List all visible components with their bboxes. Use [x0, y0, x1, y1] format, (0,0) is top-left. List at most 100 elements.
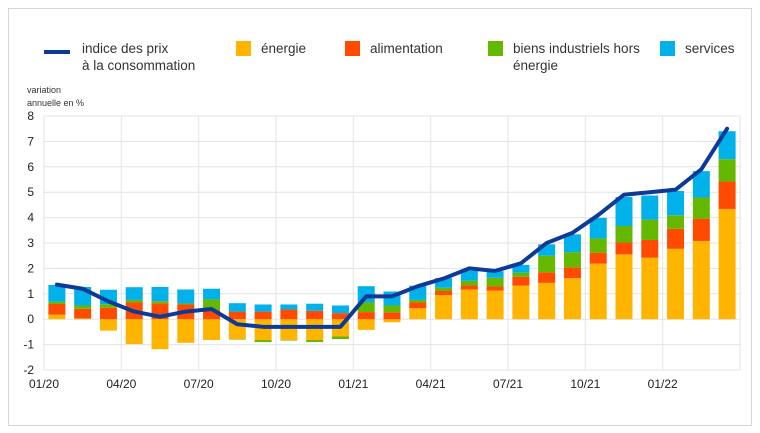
- bar-segment: [203, 319, 221, 341]
- x-tick-label: 01/22: [648, 377, 678, 391]
- bar-segment: [615, 242, 633, 255]
- legend-label-energy: énergie: [261, 41, 307, 56]
- bar-segment: [589, 252, 607, 264]
- bar-segment: [692, 218, 710, 241]
- bar-segment: [125, 319, 143, 345]
- bar-segment: [615, 225, 633, 243]
- bar-segment: [563, 278, 581, 320]
- y-tick-label: -1: [23, 338, 34, 352]
- bar-segment: [280, 304, 298, 310]
- y-tick-label: 5: [27, 185, 34, 199]
- legend-item-hicp: indice des prix à la consommation: [44, 40, 195, 74]
- bar-segment: [409, 308, 427, 320]
- y-tick-label: 4: [27, 211, 34, 225]
- bar-segment: [486, 277, 504, 287]
- bar-segment: [667, 248, 685, 320]
- legend: indice des prix à la consommation énergie…: [0, 40, 760, 80]
- bar-segment: [692, 197, 710, 219]
- bar-segment: [228, 311, 246, 320]
- bar-segment: [615, 254, 633, 320]
- bar-segment: [306, 340, 324, 343]
- bar-segment: [203, 299, 221, 311]
- legend-item-services: services: [660, 40, 735, 57]
- bar-segment: [383, 312, 401, 320]
- bar-segment: [74, 305, 92, 309]
- x-tick-label: 04/20: [106, 377, 136, 391]
- bar-segment: [280, 309, 298, 320]
- legend-swatch-goods: [488, 41, 503, 56]
- bar-segment: [589, 263, 607, 320]
- y-tick-label: 1: [27, 287, 34, 301]
- bar-segment: [228, 339, 246, 340]
- bar-segment: [203, 288, 221, 300]
- bar-segment: [435, 278, 453, 288]
- bar-segment: [512, 272, 530, 277]
- bar-segment: [512, 264, 530, 273]
- bar-segment: [74, 308, 92, 319]
- bar-segment: [615, 197, 633, 226]
- legend-swatch-energy: [236, 41, 251, 56]
- bar-segment: [306, 310, 324, 320]
- bar-segment: [254, 311, 272, 320]
- legend-swatch-services: [660, 41, 675, 56]
- legend-label-line: biens industriels hors: [513, 41, 640, 56]
- bar-segment: [563, 234, 581, 253]
- bar-segment: [48, 314, 66, 320]
- bar-segment: [254, 319, 272, 341]
- bar-segment: [641, 239, 659, 258]
- x-tick-label: 01/21: [338, 377, 368, 391]
- bar-segment: [435, 287, 453, 292]
- x-tick-label: 07/20: [184, 377, 214, 391]
- bar-segment: [151, 286, 169, 302]
- bar-segment: [177, 289, 195, 304]
- bar-segment: [512, 285, 530, 320]
- y-axis-label: variation annuelle en %: [27, 84, 84, 110]
- bar-segment: [383, 305, 401, 313]
- legend-label-food: alimentation: [370, 41, 443, 56]
- bar-segment: [99, 304, 117, 308]
- bar-segment: [563, 252, 581, 268]
- y-tick-label: 7: [27, 134, 34, 148]
- bar-segment: [641, 257, 659, 320]
- bar-segment: [486, 271, 504, 278]
- bar-segment: [667, 190, 685, 216]
- y-tick-label: 8: [27, 109, 34, 123]
- bar-segment: [383, 319, 401, 323]
- bar-segment: [280, 319, 298, 341]
- bar-segment: [151, 319, 169, 350]
- bar-segment: [460, 289, 478, 320]
- bar-segment: [692, 171, 710, 198]
- bar-segment: [718, 159, 736, 182]
- legend-label-line: indice des prix: [82, 41, 169, 56]
- bar-segment: [357, 302, 375, 313]
- y-tick-label: 3: [27, 236, 34, 250]
- x-tick-label: 10/21: [570, 377, 600, 391]
- bar-segment: [538, 272, 556, 283]
- bar-segment: [177, 319, 195, 343]
- bar-segment: [99, 307, 117, 320]
- chart-frame: [8, 8, 752, 426]
- bar-segment: [331, 336, 349, 340]
- legend-label-services: services: [685, 41, 735, 56]
- legend-label-line: à la consommation: [82, 58, 196, 73]
- bar-segment: [718, 208, 736, 320]
- y-axis-label-line: variation: [27, 85, 62, 95]
- y-axis-label-line: annuelle en %: [27, 98, 85, 108]
- bar-segment: [99, 319, 117, 331]
- bar-segment: [435, 295, 453, 320]
- y-tick-label: 0: [27, 312, 34, 326]
- bar-segment: [538, 255, 556, 273]
- bar-segment: [280, 340, 298, 341]
- bar-segment: [692, 240, 710, 320]
- bar-segment: [357, 286, 375, 303]
- y-tick-label: -2: [23, 363, 34, 377]
- legend-item-goods: biens industriels hors énergie: [488, 40, 640, 74]
- bar-segment: [125, 287, 143, 300]
- bar-segment: [409, 299, 427, 303]
- bar-segment: [228, 303, 246, 312]
- bar-segment: [125, 299, 143, 303]
- bar-segment: [357, 319, 375, 330]
- bar-segment: [589, 238, 607, 253]
- bar-segment: [409, 302, 427, 309]
